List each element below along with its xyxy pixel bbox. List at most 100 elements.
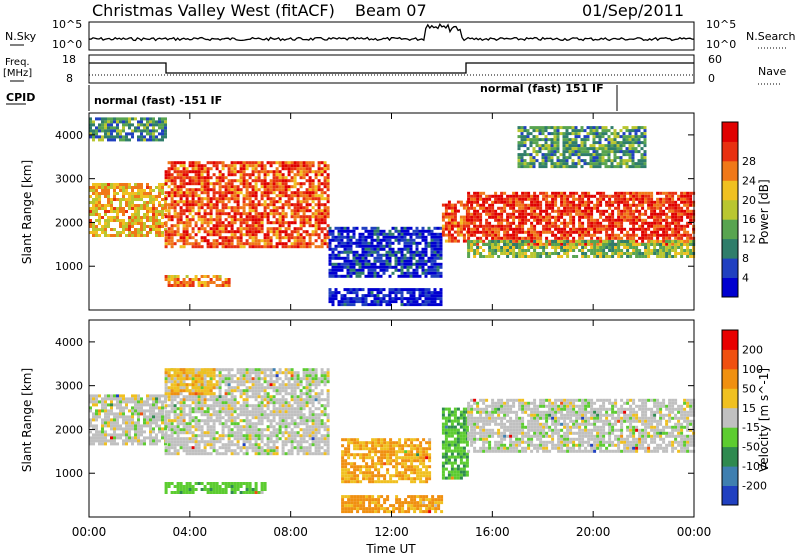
- heatmap-cell: [553, 165, 557, 169]
- heatmap-cell: [577, 132, 581, 136]
- heatmap-cell: [409, 262, 413, 266]
- heatmap-cell: [562, 147, 566, 151]
- heatmap-cell: [674, 218, 678, 222]
- heatmap-cell: [409, 259, 413, 263]
- heatmap-cell: [518, 224, 522, 228]
- heatmap-cell: [257, 161, 261, 165]
- heatmap-cell: [394, 253, 398, 257]
- heatmap-cell: [497, 194, 501, 198]
- heatmap-cell: [248, 227, 252, 231]
- heatmap-cell: [266, 230, 270, 234]
- heatmap-cell: [635, 194, 639, 198]
- heatmap-cell: [197, 242, 201, 246]
- heatmap-cell: [447, 200, 451, 204]
- heatmap-cell: [328, 244, 332, 248]
- heatmap-cell: [146, 183, 149, 186]
- heatmap-cell: [158, 117, 161, 121]
- heatmap-cell: [632, 252, 636, 255]
- heatmap-cell: [203, 197, 207, 201]
- heatmap-cell: [518, 230, 522, 234]
- colorbar-swatch: [722, 122, 738, 142]
- heatmap-cell: [221, 203, 225, 207]
- heatmap-cell: [677, 243, 681, 246]
- heatmap-cell: [152, 436, 155, 440]
- heatmap-cell: [101, 225, 104, 228]
- heatmap-cell: [575, 255, 579, 258]
- heatmap-cell: [164, 170, 168, 174]
- heatmap-cell: [430, 244, 434, 248]
- heatmap-cell: [236, 236, 240, 240]
- heatmap-cell: [239, 179, 243, 183]
- heatmap-cell: [364, 297, 368, 301]
- heatmap-cell: [161, 406, 164, 410]
- heatmap-cell: [337, 241, 341, 245]
- heatmap-cell: [677, 240, 681, 243]
- heatmap-cell: [143, 418, 146, 422]
- heatmap-cell: [328, 238, 332, 242]
- heatmap-cell: [218, 242, 222, 246]
- heatmap-cell: [520, 126, 524, 130]
- heatmap-cell: [634, 129, 638, 133]
- heatmap-cell: [116, 186, 119, 189]
- heatmap-cell: [116, 394, 119, 398]
- heatmap-cell: [203, 218, 207, 222]
- heatmap-cell: [95, 234, 98, 237]
- heatmap-cell: [503, 249, 507, 252]
- heatmap-cell: [269, 164, 273, 168]
- heatmap-cell: [167, 440, 171, 444]
- heatmap-cell: [400, 294, 404, 298]
- heatmap-cell: [433, 300, 437, 304]
- heatmap-cell: [113, 189, 116, 192]
- heatmap-cell: [596, 227, 600, 231]
- freq-series-line: [89, 62, 694, 74]
- heatmap-cell: [245, 179, 249, 183]
- heatmap-cell: [173, 191, 177, 195]
- heatmap-cell: [191, 182, 195, 186]
- heatmap-cell: [479, 215, 483, 219]
- heatmap-cell: [158, 418, 161, 422]
- heatmap-cell: [254, 227, 258, 231]
- heatmap-cell: [104, 120, 107, 124]
- heatmap-cell: [595, 141, 599, 145]
- heatmap-cell: [628, 153, 632, 157]
- heatmap-cell: [203, 179, 207, 183]
- heatmap-cell: [125, 189, 128, 192]
- heatmap-cell: [470, 240, 474, 243]
- heatmap-cell: [155, 421, 158, 425]
- heatmap-cell: [191, 191, 195, 195]
- heatmap-cell: [459, 218, 463, 222]
- heatmap-cell: [572, 203, 576, 207]
- heatmap-cell: [643, 132, 647, 136]
- heatmap-cell: [415, 268, 419, 272]
- heatmap-cell: [601, 132, 605, 136]
- heatmap-cell: [394, 256, 398, 260]
- heatmap-cell: [616, 165, 620, 169]
- heatmap-cell: [599, 224, 603, 228]
- heatmap-cell: [326, 173, 330, 177]
- heatmap-cell: [308, 218, 312, 222]
- heatmap-cell: [644, 236, 648, 240]
- heatmap-cell: [143, 424, 146, 428]
- heatmap-cell: [421, 253, 425, 257]
- heatmap-cell: [388, 300, 392, 304]
- heatmap-cell: [619, 156, 623, 160]
- heatmap-cell: [352, 229, 356, 233]
- heatmap-cell: [260, 230, 264, 234]
- heatmap-cell: [590, 252, 594, 255]
- heatmap-cell: [143, 123, 146, 127]
- heatmap-cell: [536, 246, 540, 249]
- heatmap-cell: [529, 126, 533, 130]
- heatmap-cell: [134, 210, 137, 213]
- heatmap-cell: [629, 221, 633, 225]
- heatmap-cell: [668, 243, 672, 246]
- heatmap-cell: [668, 255, 672, 258]
- heatmap-cell: [125, 397, 128, 401]
- heatmap-cell: [182, 278, 186, 281]
- heatmap-cell: [161, 403, 164, 407]
- heatmap-cell: [626, 212, 630, 216]
- heatmap-cell: [494, 246, 498, 249]
- heatmap-cell: [143, 228, 146, 231]
- heatmap-cell: [185, 182, 189, 186]
- heatmap-cell: [248, 197, 252, 201]
- heatmap-cell: [635, 249, 639, 252]
